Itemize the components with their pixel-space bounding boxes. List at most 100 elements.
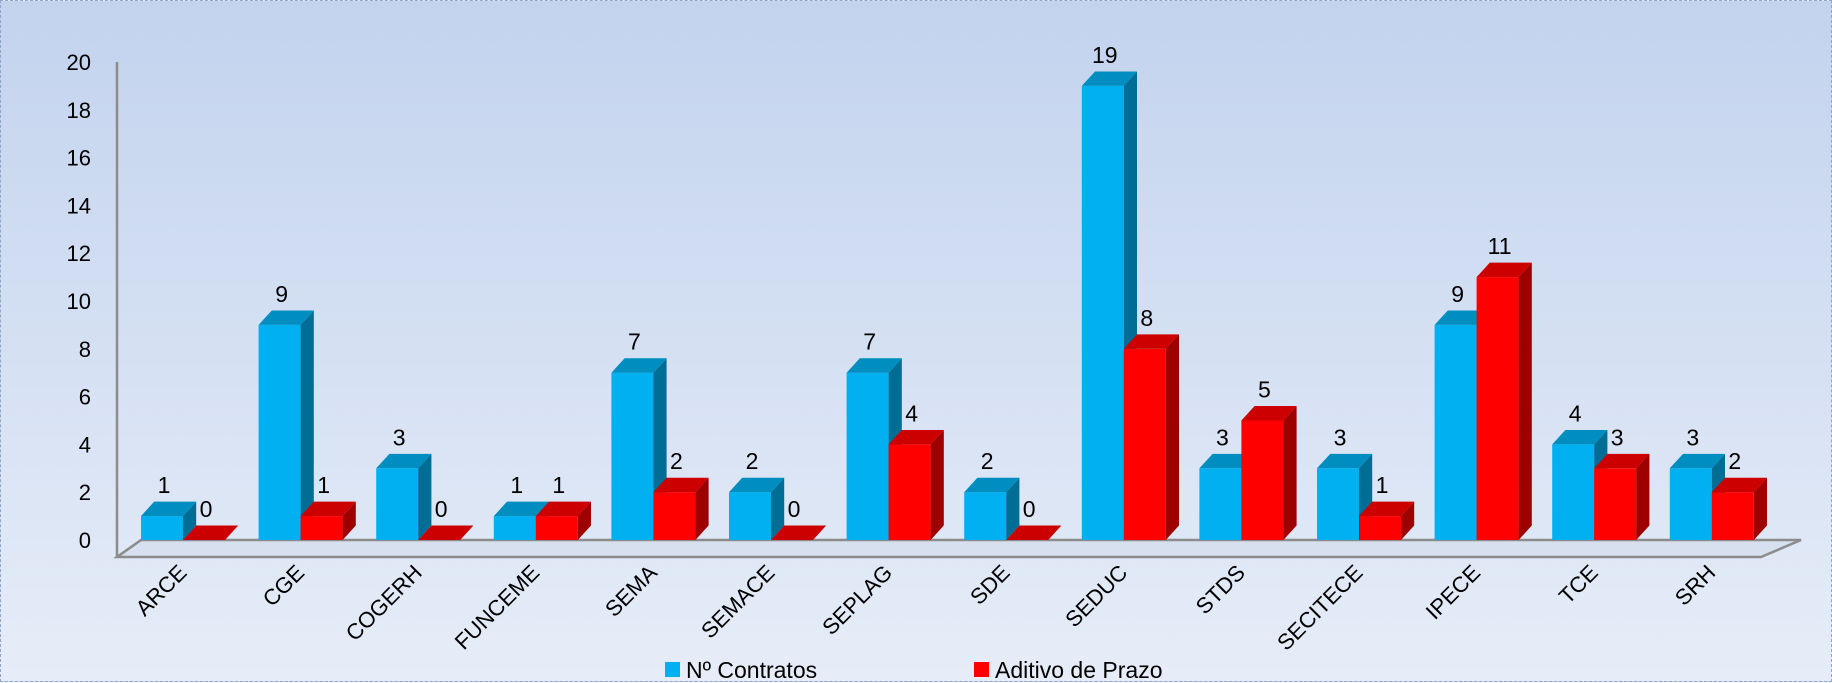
bar-aditivo-funceme bbox=[535, 501, 591, 540]
bar-front bbox=[1081, 85, 1124, 541]
bar-top bbox=[300, 501, 356, 517]
bar-top bbox=[1711, 477, 1767, 493]
x-tick-label: SRH bbox=[1670, 560, 1721, 611]
x-tick-label: SECITECE bbox=[1272, 560, 1367, 655]
bar-side bbox=[695, 477, 709, 540]
data-label: 5 bbox=[1258, 377, 1271, 403]
axes bbox=[113, 62, 1802, 559]
bar-front bbox=[1669, 468, 1712, 540]
bar-top bbox=[1594, 453, 1650, 469]
data-label: 3 bbox=[393, 424, 406, 450]
bar-top bbox=[1241, 406, 1297, 421]
data-label: 2 bbox=[981, 448, 994, 474]
bar-top bbox=[729, 477, 785, 493]
bar-front bbox=[888, 444, 931, 540]
data-label: 2 bbox=[670, 448, 683, 474]
x-tick-label: IPECE bbox=[1421, 560, 1485, 624]
x-tick-label: SEPLAG bbox=[817, 560, 897, 640]
data-label: 7 bbox=[628, 329, 641, 355]
data-label: 0 bbox=[788, 496, 801, 522]
bar-side bbox=[1006, 477, 1020, 540]
bar-front bbox=[258, 324, 301, 540]
x-tick-label: TCE bbox=[1554, 560, 1603, 609]
data-label: 2 bbox=[746, 448, 759, 474]
bar-contratos-semace bbox=[729, 477, 785, 540]
y-tick-label: 20 bbox=[67, 50, 91, 75]
y-tick-label: 12 bbox=[67, 241, 91, 266]
y-tick-label: 14 bbox=[67, 193, 91, 218]
bar-front bbox=[1123, 348, 1166, 540]
bar-side bbox=[1165, 334, 1179, 540]
bar-top bbox=[653, 477, 709, 493]
data-label: 3 bbox=[1686, 424, 1699, 450]
bar-top bbox=[1669, 453, 1725, 469]
bar-aditivo-ipece bbox=[1476, 262, 1532, 540]
data-label: 4 bbox=[1569, 400, 1582, 426]
bar-contratos-sde bbox=[964, 477, 1020, 540]
bar-front bbox=[493, 516, 536, 540]
y-tick-label: 6 bbox=[79, 385, 91, 410]
bar-front bbox=[964, 492, 1007, 540]
legend-swatch bbox=[974, 662, 989, 677]
bar-top bbox=[888, 429, 944, 445]
y-tick-label: 18 bbox=[67, 98, 91, 123]
bar-contratos-cogerh bbox=[376, 453, 432, 540]
x-tick-label: SEMACE bbox=[696, 560, 779, 643]
y-tick-label: 2 bbox=[79, 480, 91, 505]
legend-swatch bbox=[665, 662, 680, 677]
bar-front bbox=[141, 516, 183, 540]
bar-front bbox=[611, 372, 654, 540]
x-tick-label: SDE bbox=[965, 560, 1015, 610]
x-tick-label: STDS bbox=[1191, 560, 1250, 619]
bar-aditivo-stds bbox=[1241, 406, 1297, 540]
bar-aditivo-cogerh bbox=[418, 525, 474, 540]
bar-aditivo-secitece bbox=[1359, 501, 1415, 540]
bar-front bbox=[1359, 516, 1401, 540]
bar-top bbox=[258, 310, 314, 325]
bar-top bbox=[1359, 501, 1415, 517]
bar-top bbox=[418, 525, 474, 540]
bar-side bbox=[300, 310, 314, 540]
bar-aditivo-sema bbox=[653, 477, 709, 540]
bar-side bbox=[418, 453, 432, 540]
bar-side bbox=[577, 501, 591, 540]
x-tick-label: SEMA bbox=[600, 560, 662, 622]
legend: Nº Contratos Aditivo de Prazo bbox=[665, 657, 1162, 683]
bar-top bbox=[141, 501, 197, 517]
bar-aditivo-sde bbox=[1006, 525, 1062, 540]
bar-front bbox=[846, 372, 889, 540]
data-label: 4 bbox=[905, 400, 918, 426]
y-tick-label: 0 bbox=[79, 528, 91, 553]
data-label: 8 bbox=[1140, 305, 1153, 331]
bar-front bbox=[1434, 324, 1477, 540]
bar-front bbox=[1711, 492, 1754, 540]
y-tick-label: 8 bbox=[79, 337, 91, 362]
legend-label: Nº Contratos bbox=[686, 657, 817, 683]
y-tick-label: 4 bbox=[79, 432, 91, 457]
bar-front bbox=[1594, 468, 1637, 540]
bar-aditivo-srh bbox=[1711, 477, 1767, 540]
bar-front bbox=[1476, 277, 1519, 540]
data-label: 1 bbox=[552, 472, 565, 498]
bar-aditivo-tce bbox=[1594, 453, 1650, 540]
bar-contratos-cge bbox=[258, 310, 314, 540]
y-tick-label: 16 bbox=[67, 146, 91, 171]
bar-side bbox=[1283, 406, 1297, 540]
bar-aditivo-seplag bbox=[888, 429, 944, 540]
x-tick-label: SEDUC bbox=[1060, 560, 1132, 632]
bar-side bbox=[183, 501, 197, 540]
bar-front bbox=[1317, 468, 1359, 540]
chart-floor bbox=[113, 538, 1802, 559]
bar-top bbox=[535, 501, 591, 517]
bar-top bbox=[964, 477, 1020, 493]
bar-top bbox=[1434, 310, 1490, 325]
bar-front bbox=[653, 492, 696, 540]
bar-top bbox=[846, 358, 902, 373]
data-label: 0 bbox=[1023, 496, 1036, 522]
legend-label: Aditivo de Prazo bbox=[995, 657, 1162, 683]
data-label: 1 bbox=[158, 472, 171, 498]
data-label: 1 bbox=[510, 472, 523, 498]
bar-top bbox=[1123, 334, 1179, 349]
bar-front bbox=[1199, 468, 1242, 540]
